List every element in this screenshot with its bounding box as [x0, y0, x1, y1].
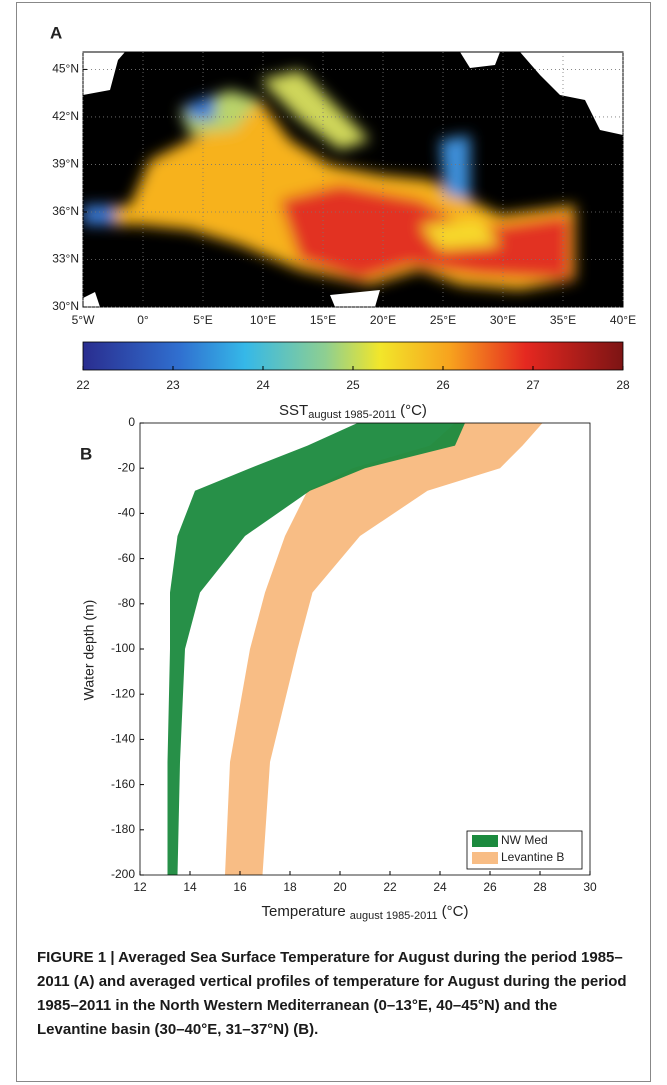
map-x-tick-label: 35°E — [550, 313, 576, 327]
x-axis-label-unit: (°C) — [442, 903, 469, 920]
sst-map — [83, 52, 623, 307]
x-tick-label: 24 — [433, 880, 447, 894]
x-tick-label: 22 — [383, 880, 397, 894]
map-y-tick-label: 30°N — [52, 299, 79, 313]
colorbar-tick-label: 28 — [616, 378, 630, 392]
colorbar-axis: 22 23 24 25 26 27 28 — [76, 366, 630, 392]
y-tick-label: -40 — [118, 506, 136, 520]
map-x-tick-label: 25°E — [430, 313, 456, 327]
map-y-tick-label: 39°N — [52, 157, 79, 171]
colorbar-tick-label: 27 — [526, 378, 540, 392]
legend-swatch — [472, 835, 498, 847]
x-axis-label: Temperature august 1985-2011 (°C) — [262, 903, 469, 922]
y-tick-label: -100 — [111, 641, 135, 655]
x-tick-label: 20 — [333, 880, 347, 894]
map-x-tick-label: 5°W — [72, 313, 95, 327]
map-x-tick-label: 5°E — [193, 313, 212, 327]
map-y-tick-label: 36°N — [52, 204, 79, 218]
y-tick-label: -80 — [118, 596, 136, 610]
colorbar-label-sub: august 1985-2011 — [308, 409, 396, 421]
profile-band — [167, 423, 465, 875]
colorbar-label-main: SST — [279, 402, 308, 419]
colorbar-tick-label: 26 — [436, 378, 450, 392]
legend-label: NW Med — [501, 833, 548, 847]
panel-label: A — [50, 23, 62, 42]
y-tick-label: -140 — [111, 732, 135, 746]
map-axes: 5°W 0° 5°E 10°E 15°E 20°E 25°E 30°E 35°E 40°E 30°N… — [52, 52, 636, 327]
y-tick-label: -60 — [118, 551, 136, 565]
profile-band — [225, 423, 543, 875]
colorbar-tick-label: 23 — [166, 378, 180, 392]
map-x-tick-label: 30°E — [490, 313, 516, 327]
map-x-tick-label: 10°E — [250, 313, 276, 327]
y-axis-label: Water depth (m) — [81, 600, 97, 701]
legend-swatch — [472, 852, 498, 864]
y-tick-label: -160 — [111, 777, 135, 791]
x-tick-label: 14 — [183, 880, 197, 894]
legend-label: Levantine B — [501, 850, 564, 864]
map-x-tick-label: 40°E — [610, 313, 636, 327]
x-tick-label: 16 — [233, 880, 247, 894]
profile-chart: 12 14 16 18 20 22 24 26 28 30 0 -20 -40 -60 -80 -100 -12… — [111, 415, 597, 894]
colorbar-tick-label: 22 — [76, 378, 90, 392]
colorbar — [82, 341, 624, 371]
y-tick-label: -120 — [111, 686, 135, 700]
figure-border — [16, 2, 651, 1082]
map-x-tick-label: 0° — [137, 313, 149, 327]
colorbar-label: SSTaugust 1985-2011 (°C) — [279, 402, 427, 421]
map-x-tick-label: 20°E — [370, 313, 396, 327]
x-tick-label: 26 — [483, 880, 497, 894]
colorbar-label-unit: (°C) — [400, 402, 427, 419]
x-axis-label-sub: august 1985-2011 — [350, 910, 438, 922]
map-y-tick-label: 45°N — [52, 62, 79, 76]
y-tick-label: 0 — [128, 415, 135, 429]
y-tick-label: -180 — [111, 822, 135, 836]
map-frame — [82, 51, 624, 308]
x-tick-label: 30 — [583, 880, 597, 894]
map-x-tick-label: 15°E — [310, 313, 336, 327]
caption: FIGURE 1 | Averaged Sea Surface Temperat… — [37, 949, 627, 1038]
x-tick-label: 18 — [283, 880, 297, 894]
colorbar-tick-label: 24 — [256, 378, 270, 392]
x-axis-label-main: Temperature — [262, 903, 346, 920]
map-y-tick-label: 33°N — [52, 252, 79, 266]
panel-label: B — [80, 444, 92, 463]
x-tick-label: 12 — [133, 880, 147, 894]
y-tick-label: -20 — [118, 460, 136, 474]
x-tick-label: 28 — [533, 880, 547, 894]
colorbar-tick-label: 25 — [346, 378, 360, 392]
map-y-tick-label: 42°N — [52, 109, 79, 123]
y-tick-label: -200 — [111, 867, 135, 881]
